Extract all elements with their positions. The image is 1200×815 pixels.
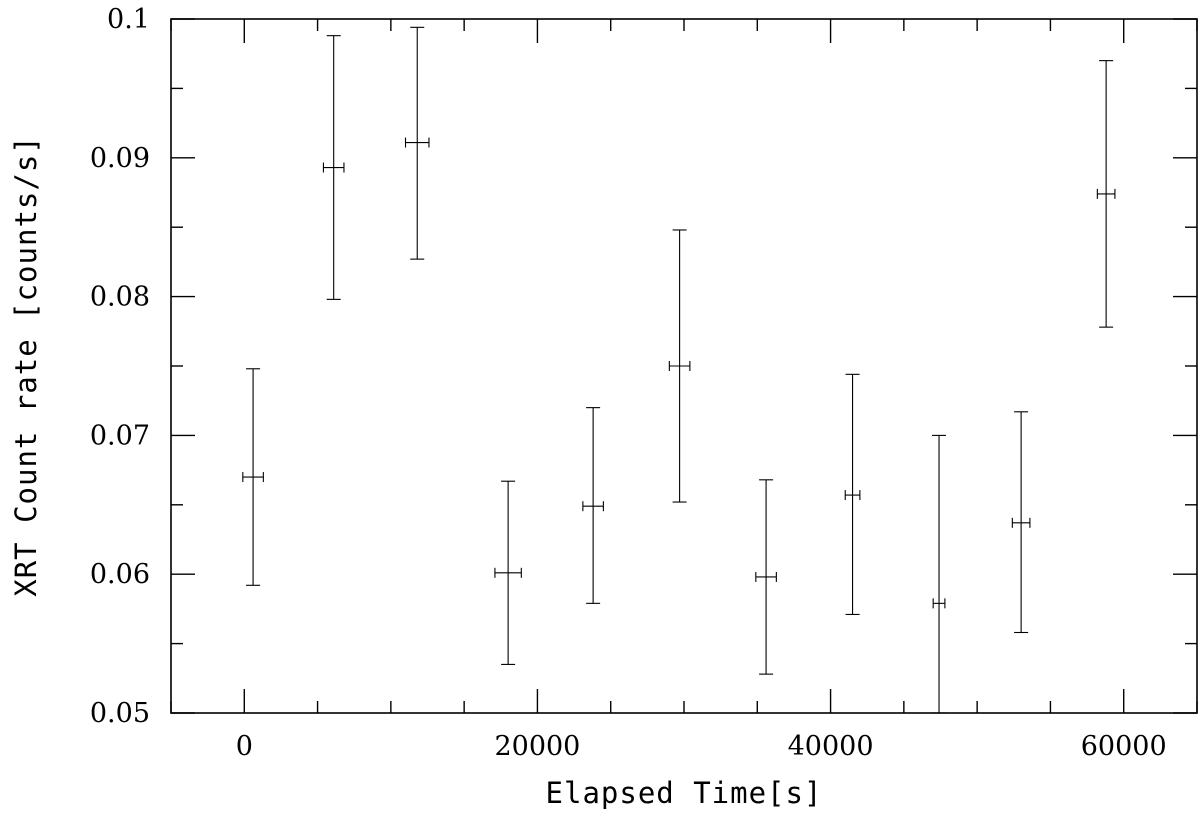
data-points <box>242 26 1116 714</box>
y-tick-label: 0.07 <box>90 420 150 451</box>
y-axis-label: XRT Count rate [counts/s] <box>9 135 43 597</box>
plot-frame <box>170 18 1198 714</box>
data-point <box>755 479 777 675</box>
data-point <box>582 407 604 604</box>
data-point <box>1011 411 1031 634</box>
x-tick-label: 40000 <box>788 731 874 762</box>
y-tick-label: 0.05 <box>90 698 150 729</box>
data-point <box>932 434 947 714</box>
x-axis-label: Elapsed Time[s] <box>546 776 823 810</box>
x-tick-label: 0 <box>236 731 253 762</box>
data-point <box>494 480 522 665</box>
data-point <box>844 373 861 616</box>
data-point <box>242 368 264 586</box>
y-tick-label: 0.06 <box>90 559 150 590</box>
data-point <box>1096 60 1116 328</box>
data-point <box>668 229 691 503</box>
x-tick-label: 60000 <box>1081 731 1167 762</box>
y-tick-label: 0.09 <box>90 143 150 174</box>
data-point <box>322 35 345 300</box>
data-point <box>404 26 430 260</box>
y-tick-label: 0.1 <box>107 4 150 35</box>
y-tick-label: 0.08 <box>90 282 150 313</box>
x-tick-label: 20000 <box>494 731 580 762</box>
tick-labels: 0 20000 40000 60000 0.05 0.06 0.07 0.08 0.09 0.1 <box>90 4 1167 762</box>
